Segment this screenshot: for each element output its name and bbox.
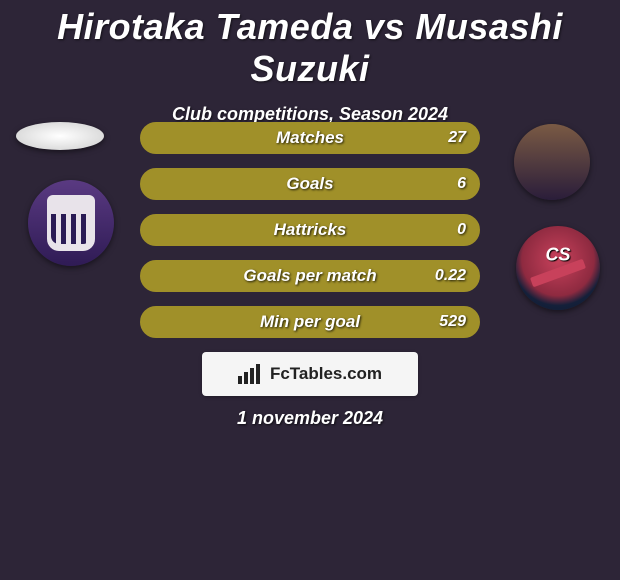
stat-value: 529 xyxy=(439,313,466,331)
stat-row-gpm: Goals per match 0.22 xyxy=(140,260,480,292)
stat-value: 27 xyxy=(448,129,466,147)
stat-row-hattricks: Hattricks 0 xyxy=(140,214,480,246)
page-title: Hirotaka Tameda vs Musashi Suzuki xyxy=(0,0,620,90)
stat-value: 0 xyxy=(457,221,466,239)
stripes-icon xyxy=(51,214,91,244)
player1-photo xyxy=(16,122,104,150)
stats-container: Matches 27 Goals 6 Hattricks 0 Goals per… xyxy=(140,122,480,352)
club-initials: CS xyxy=(545,244,570,265)
stat-row-matches: Matches 27 xyxy=(140,122,480,154)
stat-row-goals: Goals 6 xyxy=(140,168,480,200)
brand-text: FcTables.com xyxy=(270,364,382,384)
stat-value: 6 xyxy=(457,175,466,193)
stat-label: Matches xyxy=(276,128,344,148)
date-label: 1 november 2024 xyxy=(0,408,620,429)
player2-club-crest: CS xyxy=(516,226,600,310)
bar-chart-icon xyxy=(238,364,264,384)
stat-row-mpg: Min per goal 529 xyxy=(140,306,480,338)
stat-label: Goals xyxy=(286,174,333,194)
stat-label: Hattricks xyxy=(274,220,347,240)
fctables-link[interactable]: FcTables.com xyxy=(202,352,418,396)
stat-label: Min per goal xyxy=(260,312,360,332)
player2-photo xyxy=(514,124,590,200)
stat-value: 0.22 xyxy=(435,267,466,285)
stat-label: Goals per match xyxy=(243,266,376,286)
player1-club-crest xyxy=(28,180,114,266)
